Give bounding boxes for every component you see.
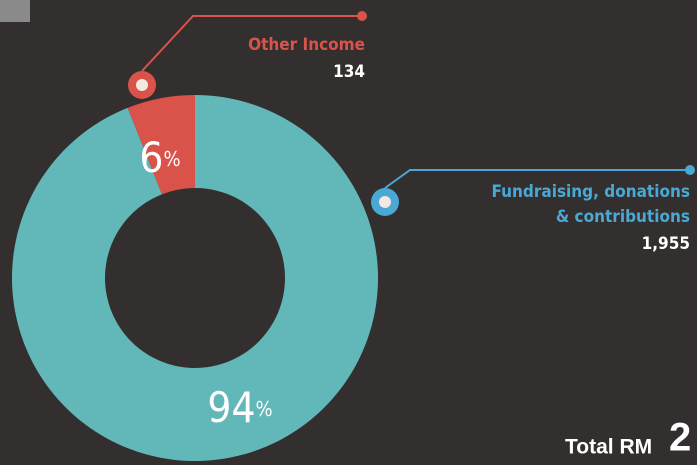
- category-label: Fundraising, donations: [492, 182, 690, 202]
- ring-inner: [136, 79, 148, 91]
- category-label: Other Income: [248, 35, 365, 55]
- value-label: 94%: [207, 383, 272, 432]
- leader-line: [384, 169, 690, 189]
- value-unit: %: [255, 397, 272, 421]
- ring-inner: [379, 196, 391, 208]
- amount-label: 134: [333, 62, 365, 82]
- amount-label: 1,955: [642, 234, 690, 254]
- corner-box: [0, 0, 30, 22]
- donut-segment: [12, 95, 378, 461]
- category-label: & contributions: [556, 207, 690, 227]
- value-label: 6%: [139, 133, 180, 182]
- total-value: 2: [669, 416, 691, 460]
- value-number: 6: [139, 133, 163, 182]
- value-unit: %: [163, 147, 180, 171]
- leader-dot: [685, 165, 695, 175]
- leader-dot: [357, 11, 367, 21]
- value-number: 94: [207, 383, 255, 432]
- donut-segment: [127, 95, 195, 195]
- leader-line: [141, 15, 362, 72]
- total-label: Total RM: [565, 436, 652, 459]
